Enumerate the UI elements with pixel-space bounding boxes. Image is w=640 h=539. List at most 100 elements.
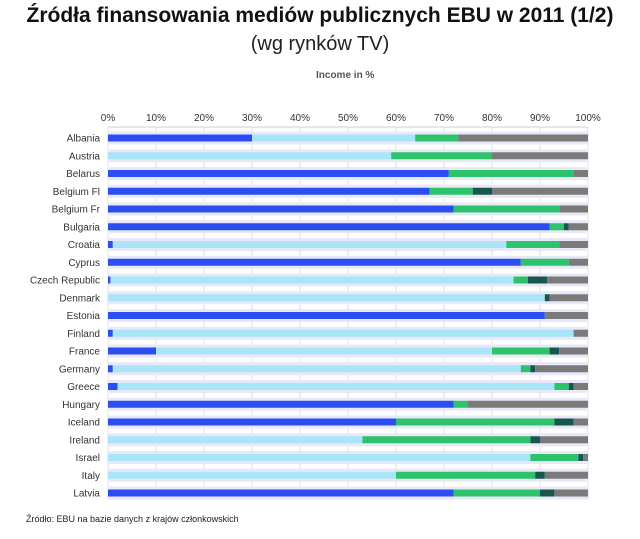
bar-segment	[429, 187, 473, 195]
bar-segment	[492, 152, 588, 160]
category-label: Denmark	[59, 293, 101, 304]
bar-segment	[530, 436, 540, 444]
source-note: Źródło: EBU na bazie danych z krajów czł…	[26, 514, 239, 524]
x-tick-label: 50%	[338, 113, 358, 124]
bar-segment	[472, 187, 492, 195]
bar-segment	[396, 418, 555, 426]
bar-segment	[492, 347, 550, 355]
category-label: Czech Republic	[30, 276, 100, 287]
bar-segment	[544, 294, 550, 302]
category-label: Albania	[67, 134, 101, 145]
bar-segment	[583, 454, 588, 461]
bar-segment	[528, 276, 548, 284]
bar-segment	[468, 400, 588, 408]
category-label: Belgium Fr	[52, 205, 101, 216]
unit-label: Income in %	[316, 70, 375, 81]
bar-segment	[530, 365, 536, 373]
category-label: Austria	[69, 151, 101, 162]
bar-segment	[108, 223, 550, 231]
bar-segment	[108, 258, 521, 266]
chart-title: Źródła finansowania mediów publicznych E…	[26, 4, 614, 27]
bar-segment	[573, 329, 588, 337]
bar-segment	[549, 347, 560, 355]
category-label: Germany	[59, 364, 100, 375]
category-label: Belgium Fl	[53, 187, 100, 198]
bar-segment	[492, 187, 588, 195]
bar-segment	[559, 241, 588, 248]
bar-segment	[573, 170, 588, 177]
bar-segment	[108, 454, 531, 461]
x-tick-label: 90%	[530, 113, 550, 124]
bar-segment	[362, 436, 531, 444]
category-label: Israel	[76, 453, 100, 464]
category-label: Cyprus	[68, 258, 100, 269]
bar-segment	[554, 383, 569, 390]
bar-segment	[554, 489, 588, 497]
bar-segment	[544, 312, 588, 319]
bar-segment	[453, 205, 560, 213]
bar-segment	[117, 383, 555, 390]
x-tick-label: 100%	[575, 113, 601, 124]
category-label: Hungary	[62, 400, 100, 411]
bar-segment	[108, 187, 430, 195]
category-label: Ireland	[69, 435, 100, 446]
bar-segment	[112, 241, 507, 248]
bar-segment	[415, 134, 459, 142]
x-tick-label: 80%	[482, 113, 502, 124]
bar-segment	[540, 489, 555, 497]
bar-segment	[108, 276, 111, 284]
bar-segment	[554, 418, 574, 426]
bar-segment	[108, 329, 113, 337]
chart-subtitle: (wg rynków TV)	[250, 33, 390, 55]
x-tick-label: 10%	[146, 113, 166, 124]
bar-segment	[568, 223, 588, 231]
bar-segment	[391, 152, 492, 160]
bar-segment	[540, 436, 588, 444]
bar-segment	[520, 258, 569, 266]
bar-segment	[108, 294, 545, 302]
bar-segment	[108, 312, 545, 319]
bar-segment	[108, 134, 252, 142]
x-tick-label: 20%	[194, 113, 214, 124]
bar-segment	[108, 489, 454, 497]
bar-segment	[573, 383, 588, 390]
bar-segment	[108, 418, 396, 426]
bar-segment	[506, 241, 560, 248]
bar-segment	[108, 241, 113, 248]
bar-segment	[578, 454, 584, 461]
bar-segment	[530, 454, 579, 461]
bar-segment	[156, 347, 492, 355]
bar-segment	[547, 276, 588, 284]
category-label: Finland	[67, 329, 100, 340]
bar-segment	[458, 134, 588, 142]
bar-segment	[396, 471, 536, 479]
bar-segment	[453, 489, 540, 497]
bar-segment	[108, 400, 454, 408]
bar-segment	[535, 471, 545, 479]
bar-segment	[108, 436, 363, 444]
bar-segment	[112, 365, 521, 373]
bar-segment	[110, 276, 514, 284]
bar-segment	[108, 205, 454, 213]
bar-segment	[448, 170, 574, 177]
bar-segment	[559, 347, 588, 355]
x-tick-label: 0%	[101, 113, 116, 124]
bar-segment	[573, 418, 588, 426]
category-label: Estonia	[67, 311, 101, 322]
category-label: Bulgaria	[63, 222, 100, 233]
bar-segment	[252, 134, 416, 142]
bar-segment	[568, 383, 574, 390]
bar-segment	[108, 170, 449, 177]
x-tick-label: 40%	[290, 113, 310, 124]
bar-segment	[112, 329, 574, 337]
bar-segment	[108, 347, 156, 355]
bar-segment	[108, 152, 392, 160]
category-label: Iceland	[68, 418, 100, 429]
bar-segment	[559, 205, 588, 213]
x-tick-label: 30%	[242, 113, 262, 124]
x-tick-label: 70%	[434, 113, 454, 124]
category-label: Greece	[67, 382, 100, 393]
bar-segment	[108, 365, 113, 373]
bar-segment	[108, 383, 118, 390]
